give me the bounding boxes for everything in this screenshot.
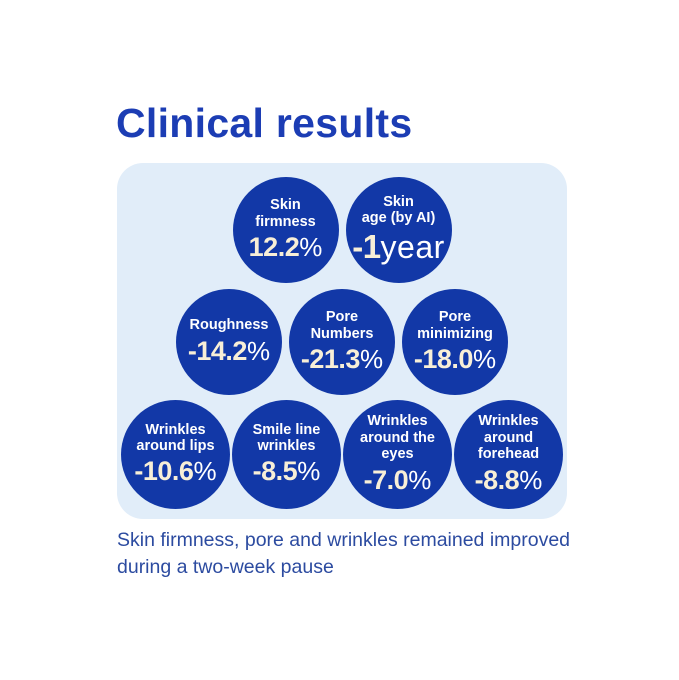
percent-sign: %	[359, 343, 384, 374]
metric-value: -1year	[352, 228, 445, 266]
metric-label: Roughness	[189, 317, 269, 334]
metric-value: -18.0%	[413, 343, 497, 374]
metric-label: Pore minimizing	[417, 309, 493, 342]
caption-line-2: during a two-week pause	[117, 556, 334, 578]
metric-label: Skin age (by AI)	[361, 193, 436, 226]
metric-value: -14.2%	[187, 335, 271, 366]
metric-value: -8.8%	[474, 464, 543, 495]
metric-bubble-wrinkles-eyes: Wrinkles around the eyes -7.0%	[343, 400, 452, 509]
metric-bubble-roughness: Roughness -14.2%	[176, 289, 282, 395]
metric-label: Smile line wrinkles	[252, 421, 321, 454]
metric-label: Pore Numbers	[310, 309, 374, 342]
metric-bubble-pore-minimizing: Pore minimizing -18.0%	[402, 289, 508, 395]
percent-sign: %	[193, 456, 217, 487]
metric-value: -7.0%	[363, 464, 432, 495]
percent-sign: %	[519, 464, 543, 495]
metric-value: -10.6%	[134, 456, 217, 487]
percent-sign: %	[299, 231, 323, 262]
metric-bubble-wrinkles-lips: Wrinkles around lips -10.6%	[121, 400, 230, 509]
metric-bubble-skin-firmness: Skin firmness 12.2%	[232, 177, 339, 283]
page-title: Clinical results	[116, 100, 413, 146]
percent-sign: %	[408, 464, 432, 495]
metric-label: Wrinkles around forehead	[477, 413, 540, 463]
caption-line-1: Skin firmness, pore and wrinkles remaine…	[117, 529, 571, 551]
metric-label: Wrinkles around the eyes	[360, 413, 435, 463]
metric-bubble-pore-numbers: Pore Numbers -21.3%	[289, 289, 395, 395]
metric-label: Wrinkles around lips	[136, 421, 215, 454]
metric-label: Skin firmness	[255, 197, 316, 230]
bubble-row-3: Wrinkles around lips -10.6% Smile line w…	[121, 400, 563, 509]
percent-sign: %	[472, 343, 497, 374]
metric-bubble-skin-age: Skin age (by AI) -1year	[345, 177, 452, 283]
percent-sign: %	[246, 335, 271, 366]
bubble-row-1: Skin firmness 12.2% Skin age (by AI) -1y…	[232, 177, 452, 283]
caption: Skin firmness, pore and wrinkles remaine…	[117, 527, 570, 581]
percent-sign: %	[297, 456, 321, 487]
year-unit: year	[380, 229, 445, 266]
bubble-row-2: Roughness -14.2% Pore Numbers -21.3% Por…	[176, 289, 508, 395]
metric-value: -21.3%	[300, 343, 384, 374]
metric-value: 12.2%	[248, 231, 323, 262]
clinical-results-panel: Skin firmness 12.2% Skin age (by AI) -1y…	[117, 163, 567, 519]
metric-bubble-smile-line: Smile line wrinkles -8.5%	[232, 400, 341, 509]
metric-value: -8.5%	[252, 456, 321, 487]
metric-bubble-wrinkles-forehead: Wrinkles around forehead -8.8%	[454, 400, 563, 509]
